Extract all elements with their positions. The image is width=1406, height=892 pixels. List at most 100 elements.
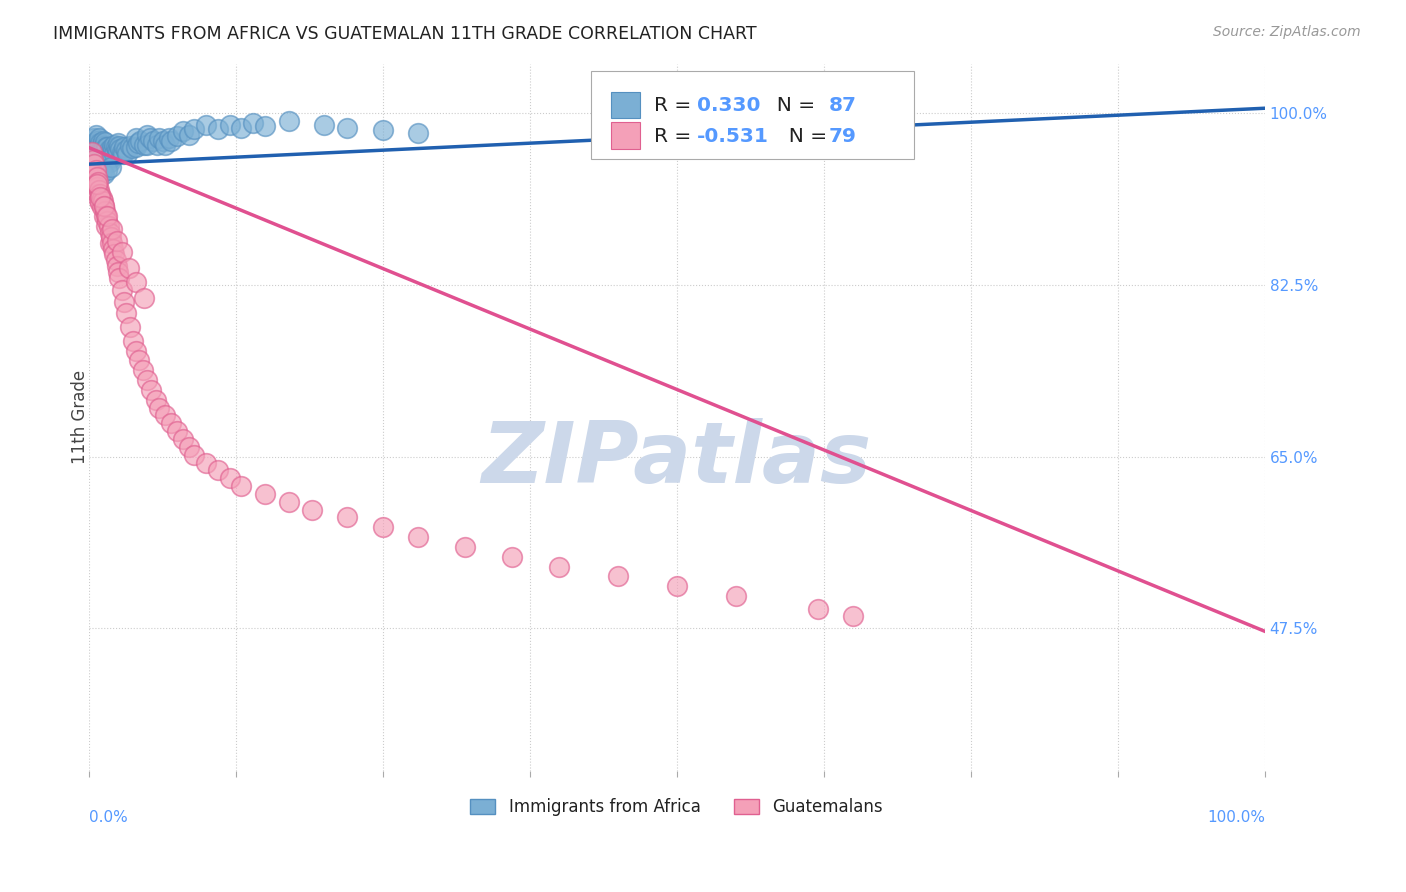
Text: 100.0%: 100.0% xyxy=(1206,810,1265,824)
Point xyxy=(183,121,205,136)
Point xyxy=(87,136,110,150)
Point xyxy=(166,128,188,143)
Point xyxy=(103,144,125,158)
Point xyxy=(87,186,110,201)
Point xyxy=(97,219,120,233)
Point xyxy=(101,222,124,236)
Point xyxy=(129,134,152,148)
Point xyxy=(90,200,112,214)
Point xyxy=(97,144,120,158)
Text: 87: 87 xyxy=(828,95,856,114)
Point xyxy=(112,294,135,309)
Point xyxy=(89,183,111,197)
Point xyxy=(166,424,188,438)
FancyBboxPatch shape xyxy=(591,71,914,160)
Legend: Immigrants from Africa, Guatemalans: Immigrants from Africa, Guatemalans xyxy=(464,791,890,822)
Text: R =: R = xyxy=(654,95,697,114)
Point xyxy=(110,283,132,297)
Point xyxy=(96,219,118,233)
Point xyxy=(100,229,122,244)
Text: N =: N = xyxy=(776,127,832,145)
Text: 79: 79 xyxy=(828,127,856,145)
Point xyxy=(139,383,162,397)
Point xyxy=(157,130,180,145)
Point xyxy=(111,147,134,161)
Point xyxy=(145,392,167,407)
Point xyxy=(89,140,111,154)
Point xyxy=(93,209,115,223)
Point xyxy=(253,487,276,501)
Point xyxy=(115,306,138,320)
Point xyxy=(105,234,128,248)
Point xyxy=(91,134,114,148)
Point xyxy=(98,145,121,160)
Point xyxy=(454,540,477,554)
Point xyxy=(136,373,159,387)
Text: 0.330: 0.330 xyxy=(697,95,761,114)
Point xyxy=(132,137,155,152)
Point xyxy=(90,137,112,152)
Point xyxy=(82,140,104,154)
Text: Source: ZipAtlas.com: Source: ZipAtlas.com xyxy=(1213,25,1361,39)
Point xyxy=(132,291,155,305)
Text: 0.0%: 0.0% xyxy=(89,810,128,824)
Point xyxy=(152,134,174,148)
Point xyxy=(103,242,125,256)
Point xyxy=(86,134,108,148)
Point xyxy=(207,463,229,477)
Point xyxy=(90,165,112,179)
Point xyxy=(89,169,111,184)
Bar xyxy=(610,92,640,119)
Point xyxy=(118,320,141,334)
Point xyxy=(96,140,118,154)
Point xyxy=(131,363,153,377)
Point xyxy=(105,259,128,273)
Point xyxy=(107,265,129,279)
Point xyxy=(100,160,122,174)
Point xyxy=(110,145,132,160)
Point xyxy=(86,144,108,158)
Point xyxy=(83,165,105,179)
Point xyxy=(101,150,124,164)
Point xyxy=(218,471,240,485)
Point xyxy=(548,559,571,574)
Point xyxy=(101,140,124,154)
Point xyxy=(107,136,129,150)
Point xyxy=(807,601,830,615)
Point xyxy=(371,520,394,534)
Point xyxy=(146,137,169,152)
Point xyxy=(89,196,111,211)
Point xyxy=(96,150,118,164)
Point xyxy=(83,157,105,171)
Point xyxy=(501,549,523,564)
Point xyxy=(82,136,104,150)
Point xyxy=(312,118,335,132)
Point xyxy=(128,353,150,368)
Point xyxy=(148,130,170,145)
Text: N =: N = xyxy=(763,95,821,114)
Point xyxy=(277,114,299,128)
Point xyxy=(160,417,183,431)
Text: IMMIGRANTS FROM AFRICA VS GUATEMALAN 11TH GRADE CORRELATION CHART: IMMIGRANTS FROM AFRICA VS GUATEMALAN 11T… xyxy=(53,25,756,43)
Point xyxy=(253,119,276,133)
Point xyxy=(103,247,125,261)
Point xyxy=(107,145,129,160)
Point xyxy=(89,153,111,168)
Point xyxy=(104,253,127,268)
Point xyxy=(90,190,112,204)
Point xyxy=(93,199,115,213)
Text: ZIPatlas: ZIPatlas xyxy=(482,418,872,501)
Point xyxy=(96,139,118,153)
Point xyxy=(110,143,132,157)
Point xyxy=(89,193,111,207)
Point xyxy=(724,589,747,603)
Point xyxy=(83,145,105,160)
Point xyxy=(183,448,205,462)
Point xyxy=(231,120,253,135)
Point xyxy=(86,177,108,191)
Point xyxy=(93,167,115,181)
Point xyxy=(98,226,121,240)
Text: R =: R = xyxy=(654,127,697,145)
Point xyxy=(89,189,111,203)
Point xyxy=(195,456,218,470)
